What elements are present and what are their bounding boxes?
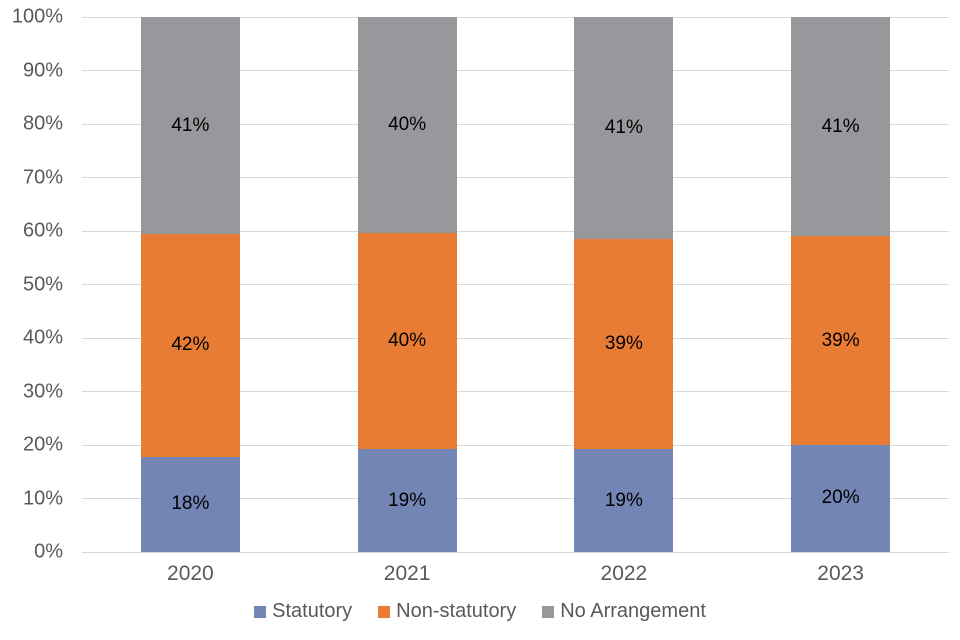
bar-segment-no-arrangement: 41% — [574, 17, 674, 239]
gridline — [82, 444, 949, 446]
legend-swatch-icon — [254, 605, 267, 618]
plot-area: 41% 42% 18% 40% 40% 19% 41% 39% 19% 41% 39% 20% — [82, 16, 949, 553]
bar-segment-statutory: 20% — [791, 444, 891, 552]
y-axis-tick: 40% — [22, 326, 63, 349]
y-axis-tick: 100% — [11, 5, 63, 28]
legend-label: Statutory — [272, 600, 353, 622]
bar-segment-non-statutory: 40% — [357, 233, 457, 450]
y-axis-tick: 80% — [22, 112, 63, 135]
gridline — [82, 551, 949, 553]
gridline — [82, 177, 949, 178]
x-axis-label: 2023 — [817, 562, 864, 585]
bar-segment-non-statutory: 39% — [791, 236, 891, 445]
y-axis-tick: 20% — [22, 433, 63, 456]
bar-2023: 41% 39% 20% — [791, 17, 891, 552]
data-label: 39% — [604, 332, 643, 354]
bar-segment-statutory: 19% — [574, 449, 674, 552]
y-axis-tick: 30% — [22, 380, 63, 402]
gridline — [82, 284, 949, 285]
gridline — [82, 391, 949, 392]
bar-segment-no-arrangement: 41% — [140, 17, 240, 235]
gridline — [82, 70, 949, 71]
bar-2022: 41% 39% 19% — [574, 17, 674, 552]
y-axis-tick: 0% — [34, 540, 63, 563]
data-label: 39% — [821, 329, 860, 351]
legend-label: Non-statutory — [396, 600, 517, 622]
gridline — [82, 498, 949, 499]
data-label: 41% — [821, 115, 860, 137]
data-label: 20% — [821, 487, 860, 509]
bar-segment-non-statutory: 42% — [140, 234, 240, 457]
x-axis-label: 2020 — [167, 562, 214, 585]
legend-swatch-icon — [542, 605, 555, 618]
x-axis-label: 2022 — [600, 562, 648, 585]
x-axis-label: 2021 — [383, 562, 431, 585]
data-label: 42% — [171, 334, 210, 356]
legend-item-no-arrangement: No Arrangement — [542, 600, 706, 623]
bar-segment-statutory: 18% — [140, 456, 240, 552]
y-axis-tick: 90% — [22, 59, 63, 81]
gridline — [82, 230, 949, 232]
gridline — [82, 16, 949, 18]
bar-2020: 41% 42% 18% — [140, 17, 240, 552]
data-label: 40% — [388, 330, 427, 352]
bar-segment-no-arrangement: 41% — [791, 17, 891, 237]
bar-segment-non-statutory: 39% — [574, 238, 674, 450]
legend-item-statutory: Statutory — [254, 600, 352, 623]
y-axis-tick: 60% — [22, 219, 63, 242]
y-axis-tick: 10% — [22, 487, 63, 509]
data-label: 18% — [171, 493, 210, 515]
data-label: 40% — [388, 114, 427, 136]
gridline — [82, 337, 949, 339]
data-label: 41% — [171, 114, 210, 136]
bar-segment-statutory: 19% — [357, 449, 457, 552]
legend-item-non-statutory: Non-statutory — [378, 600, 516, 623]
data-label: 41% — [604, 116, 643, 138]
gridline — [82, 123, 949, 125]
data-label: 19% — [388, 489, 427, 511]
legend-label: No Arrangement — [560, 600, 706, 622]
data-label: 19% — [604, 489, 643, 511]
legend: Statutory Non-statutory No Arrangement — [0, 600, 960, 623]
y-axis-tick: 70% — [22, 166, 63, 188]
bar-segment-no-arrangement: 40% — [357, 17, 457, 234]
bar-2021: 40% 40% 19% — [357, 17, 457, 552]
legend-swatch-icon — [378, 605, 391, 618]
y-axis-tick: 50% — [22, 273, 63, 295]
